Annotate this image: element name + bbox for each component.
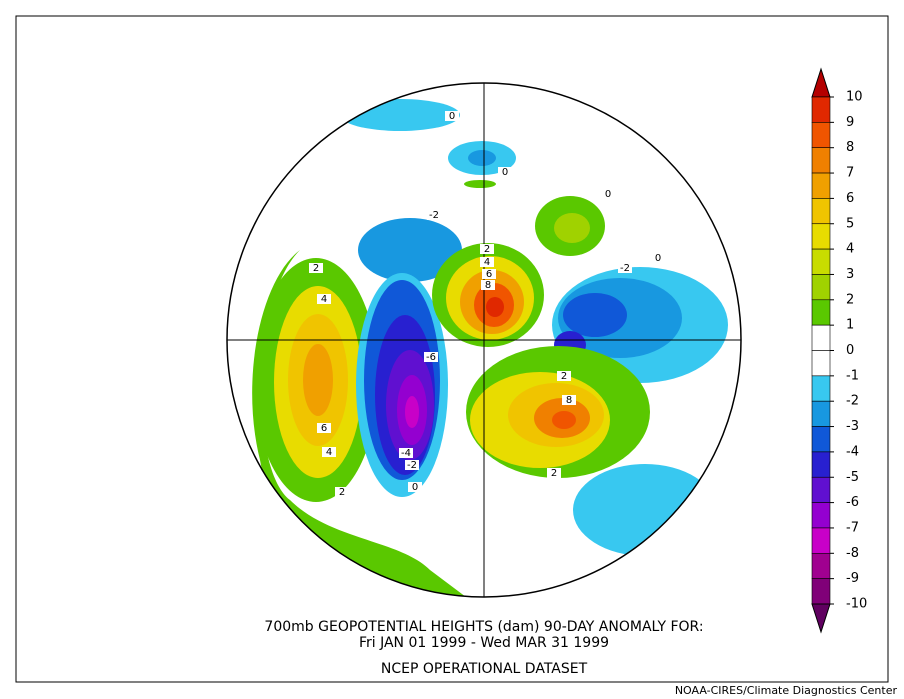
colorbar-label: 2: [846, 292, 854, 307]
contour-label-bg: [601, 189, 615, 199]
colorbar-swatch: [811, 426, 831, 453]
colorbar-swatch: [811, 223, 831, 250]
title-line: 700mb GEOPOTENTIAL HEIGHTS (dam) 90-DAY …: [264, 619, 703, 635]
colorbar-label: 8: [846, 140, 854, 155]
contour-label-bg: [562, 395, 576, 405]
contour-label: 2: [339, 487, 345, 498]
contour-label: 0: [655, 253, 661, 264]
colorbar-swatch: [811, 476, 831, 503]
colorbar-label: 1: [846, 318, 854, 333]
colorbar-swatch: [811, 96, 831, 123]
contour-label: 4: [484, 257, 490, 268]
colorbar-swatch: [811, 350, 831, 377]
colorbar-label: -1: [846, 368, 859, 383]
contour-label: 0: [502, 167, 508, 178]
colorbar-swatch: [811, 451, 831, 478]
colorbar-swatch: [811, 324, 831, 351]
contour-label: 2: [313, 263, 319, 274]
colorbar-label: -9: [846, 571, 859, 586]
contour-label-bg: [335, 487, 349, 497]
contour-label-bg: [557, 371, 571, 381]
contour-label: 0: [605, 189, 611, 200]
contour-label-bg: [498, 167, 512, 177]
contour-label-bg: [651, 253, 665, 263]
title-line: NCEP OPERATIONAL DATASET: [381, 661, 588, 677]
contour-label-bg: [618, 263, 632, 273]
contour-label-bg: [405, 460, 419, 470]
colorbar-swatch: [811, 172, 831, 199]
colorbar-swatch: [811, 122, 831, 148]
contour-label: 8: [566, 395, 572, 406]
contour-label: -2: [429, 210, 439, 221]
colorbar-swatch: [811, 552, 831, 579]
frame: [15, 15, 889, 683]
anomaly-field: [252, 99, 728, 597]
contour-label-bg: [424, 352, 438, 362]
contour-label-bg: [481, 280, 495, 290]
colorbar-label: 7: [846, 166, 854, 181]
contour-label-bg: [408, 482, 422, 492]
contour-label: 2: [484, 244, 490, 255]
colorbar-swatch: [811, 578, 831, 605]
title-line: Fri JAN 01 1999 - Wed MAR 31 1999: [359, 635, 609, 651]
colorbar-swatch: [811, 299, 831, 326]
colorbar-label: 0: [846, 343, 854, 358]
colorbar-label: -6: [846, 495, 859, 510]
colorbar-swatch: [811, 400, 831, 427]
contour-label: -2: [407, 460, 417, 471]
contour-label: -2: [620, 263, 630, 274]
credit: NOAA-CIRES/Climate Diagnostics Center: [675, 684, 898, 697]
contour-label: 4: [321, 294, 327, 305]
colorbar-label: -2: [846, 394, 859, 409]
contour-label-bg: [445, 111, 459, 121]
colorbar-triangle: [811, 603, 831, 634]
contour-label: -4: [401, 448, 411, 459]
colorbar-label: -8: [846, 546, 859, 561]
colorbar-label: 9: [846, 115, 854, 130]
colorbar-label: 10: [846, 90, 863, 105]
colorbar-label: -4: [846, 444, 859, 459]
contour-label: 6: [321, 423, 327, 434]
colorbar-label: -7: [846, 520, 859, 535]
contour-label: 6: [486, 269, 492, 280]
contour-label-bg: [480, 244, 494, 254]
contour-label-bg: [317, 423, 331, 433]
contour-label-bg: [482, 269, 496, 279]
colorbar-label: -5: [846, 470, 859, 485]
contour-label-bg: [309, 263, 323, 273]
colorbar-label: 5: [846, 216, 854, 231]
contour-label: 8: [485, 280, 491, 291]
colorbar-swatch: [811, 147, 831, 174]
colorbar-label: -10: [846, 597, 867, 612]
colorbar-swatch: [811, 198, 831, 225]
contour-label: 0: [412, 482, 418, 493]
colorbar-swatch: [811, 375, 831, 402]
contour-label-bg: [317, 294, 331, 304]
colorbar-swatch: [811, 248, 831, 275]
contour-label-bg: [547, 468, 561, 478]
colorbar-label: 3: [846, 267, 854, 282]
colorbar-swatch: [811, 527, 831, 554]
colorbar-swatch: [811, 502, 831, 529]
contour-label-bg: [322, 447, 336, 457]
contour-label: -6: [426, 352, 436, 363]
contour-label: 4: [326, 447, 332, 458]
colorbar-label: 4: [846, 242, 854, 257]
contour-label: 2: [551, 468, 557, 479]
contour-label-bg: [480, 257, 494, 267]
contour-label-bg: [399, 448, 413, 458]
colorbar-label: -3: [846, 419, 859, 434]
contour-label: 0: [449, 111, 455, 122]
colorbar-swatch: [811, 274, 831, 301]
colorbar-triangle: [811, 67, 831, 98]
colorbar-label: 6: [846, 191, 854, 206]
contour-label-bg: [427, 210, 441, 220]
contour-label: 2: [561, 371, 567, 382]
